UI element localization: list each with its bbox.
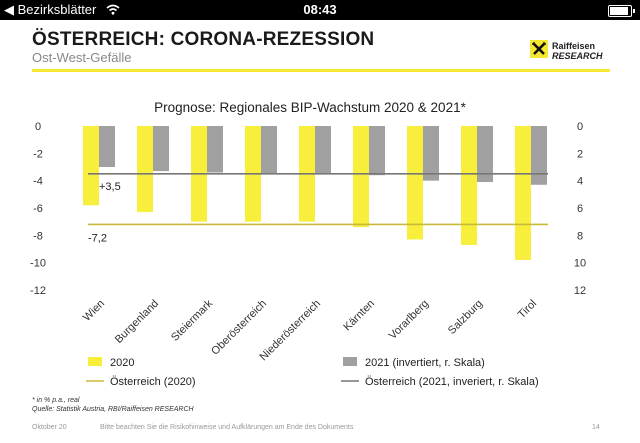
ref-label-2020: -7,2 — [88, 232, 107, 244]
chart-title: Prognose: Regionales BIP-Wachstum 2020 &… — [154, 100, 466, 115]
title-rule — [32, 69, 610, 72]
right-tick-label: 10 — [574, 258, 586, 270]
right-tick-label: 2 — [577, 148, 583, 160]
bar-2020-tirol — [515, 126, 531, 260]
bar-2021-k-rnten — [369, 126, 385, 176]
status-bar: ◀ Bezirksblätter 08:43 — [0, 0, 640, 20]
legend-austria-2020: Österreich (2020) — [86, 376, 196, 388]
logo-line-2: RESEARCH — [552, 51, 603, 61]
bar-2021-vorarlberg — [423, 126, 439, 181]
left-tick-label: -8 — [33, 230, 43, 242]
x-label-burgenland: Burgenland — [113, 298, 161, 346]
bar-2020-burgenland — [137, 126, 153, 213]
bar-2021-ober-sterreich — [261, 126, 277, 174]
bar-2021-salzburg — [477, 126, 493, 183]
left-tick-label: -6 — [33, 203, 43, 215]
footer-disclaimer: Bitte beachten Sie die Risikohinweise un… — [100, 424, 354, 431]
slide-title: ÖSTERREICH: CORONA-REZESSION — [32, 29, 375, 50]
bar-2021-steiermark — [207, 126, 223, 173]
legend-2020: 2020 — [88, 357, 134, 369]
x-axis-labels: Wien Burgenland SteiermarkOberösterreichNi… — [81, 297, 539, 363]
x-label-ober-sterreich: Oberösterreich — [209, 298, 269, 358]
bar-2021-tirol — [531, 126, 547, 185]
legend-2021-label: 2021 (invertiert, r. Skala) — [365, 357, 485, 369]
right-tick-label: 0 — [577, 121, 583, 133]
battery-icon — [608, 5, 635, 17]
legend-2020-label: 2020 — [110, 357, 134, 369]
right-tick-label: 4 — [577, 176, 583, 188]
legend-austria-2021-label: Österreich (2021, inveriert, r. Skala) — [365, 376, 539, 388]
footnotes: * in % p.a., real Quelle: Statistik Aust… — [32, 396, 194, 414]
raiffeisen-logo-text: Raiffeisen RESEARCH — [552, 41, 603, 61]
footer-date: Oktober 20 — [32, 424, 67, 431]
x-label-tirol: Tirol — [516, 298, 539, 321]
bar-2020-k-rnten — [353, 126, 369, 228]
wifi-icon — [106, 4, 120, 15]
bar-2020-vorarlberg — [407, 126, 423, 240]
legend-2020-swatch — [88, 357, 102, 366]
slide-footer: Oktober 20 Bitte beachten Sie die Risiko… — [32, 424, 600, 431]
legend-austria-2020-label: Österreich (2020) — [110, 376, 196, 388]
slide-subtitle: Ost-West-Gefälle — [32, 50, 132, 65]
ref-label-2021: +3,5 — [99, 181, 121, 193]
x-label-salzburg: Salzburg — [446, 298, 485, 337]
right-tick-label: 12 — [574, 285, 586, 297]
logo-line-1: Raiffeisen — [552, 41, 596, 51]
left-tick-label: -12 — [30, 285, 46, 297]
right-tick-label: 6 — [577, 203, 583, 215]
back-to-app-link[interactable]: ◀ Bezirksblätter — [4, 2, 97, 17]
right-tick-label: 8 — [577, 230, 583, 242]
left-axis: 0 -2 -4 -6 -8 -10 -12 — [30, 121, 46, 297]
bar-2021-burgenland — [153, 126, 169, 172]
legend-2021-swatch — [343, 357, 357, 366]
bar-2021-wien — [99, 126, 115, 167]
left-tick-label: -10 — [30, 258, 46, 270]
reference-lines: +3,5 -7,2 — [88, 173, 548, 244]
footnote-unit: * in % p.a., real — [32, 397, 80, 404]
x-label-vorarlberg: Vorarlberg — [387, 298, 431, 342]
left-tick-label: -4 — [33, 176, 43, 188]
left-tick-label: 0 — [35, 121, 41, 133]
legend-2021: 2021 (invertiert, r. Skala) — [343, 357, 485, 369]
bars-layer — [83, 126, 547, 260]
legend: 2020 2021 (invertiert, r. Skala) Österreic… — [86, 357, 539, 388]
page-number: 14 — [592, 424, 600, 431]
gdp-chart: Prognose: Regionales BIP-Wachstum 2020 &… — [30, 100, 586, 388]
x-label-wien: Wien — [81, 298, 107, 324]
raiffeisen-logo-icon — [530, 40, 548, 58]
legend-austria-2021: Österreich (2021, inveriert, r. Skala) — [341, 376, 539, 388]
left-tick-label: -2 — [33, 148, 43, 160]
x-label-steiermark: Steiermark — [169, 297, 215, 343]
right-axis: 0 2 4 6 8 10 12 — [574, 121, 586, 297]
footnote-source: Quelle: Statistik Austria, RBI/Raiffeise… — [32, 406, 194, 413]
bar-2020-wien — [83, 126, 99, 206]
bar-2021-nieder-sterreich — [315, 126, 331, 174]
bar-2020-salzburg — [461, 126, 477, 245]
status-time: 08:43 — [303, 2, 337, 17]
x-label-k-rnten: Kärnten — [341, 298, 377, 334]
